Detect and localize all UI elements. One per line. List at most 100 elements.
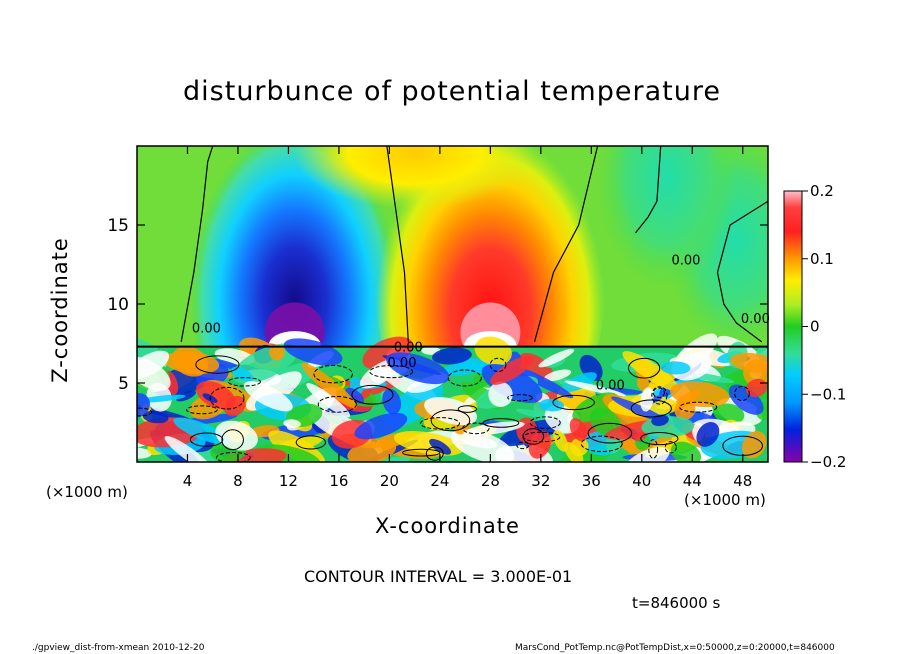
x-tick-label: 36 bbox=[582, 472, 601, 490]
contour-labels: 0.000.000.000.000.000.00 bbox=[192, 254, 770, 394]
zero-contour-5 bbox=[635, 146, 662, 234]
turbulence-patch bbox=[543, 369, 572, 382]
x-tick-label: 48 bbox=[733, 472, 752, 490]
contour-loop bbox=[489, 357, 507, 372]
turbulence-patch bbox=[429, 438, 452, 455]
zero-contour-3 bbox=[533, 146, 599, 343]
turbulence-patch bbox=[569, 417, 588, 442]
turbulence-patch bbox=[283, 338, 343, 366]
colorbar-tick-label: −0.2 bbox=[810, 453, 846, 471]
footer-script: ./gpview_dist-from-xmean 2010-12-20 bbox=[32, 643, 205, 653]
turbulence-patch bbox=[488, 381, 513, 408]
contour-interval: CONTOUR INTERVAL = 3.000E-01 bbox=[304, 567, 573, 586]
colorbar-tick-label: 0 bbox=[810, 318, 820, 336]
contour-loop bbox=[215, 452, 251, 462]
turbulence-patch bbox=[538, 348, 575, 368]
contour-loop bbox=[227, 377, 261, 387]
turbulence-patch bbox=[490, 355, 534, 385]
contour-loop bbox=[516, 441, 530, 450]
contour-loop bbox=[221, 429, 244, 451]
contour-loop bbox=[664, 441, 677, 454]
x-tick-label: 24 bbox=[430, 472, 449, 490]
contour-loop bbox=[507, 394, 533, 402]
contour-loop bbox=[640, 432, 679, 446]
colorbar-gradient bbox=[783, 190, 803, 463]
contour-loop bbox=[430, 409, 471, 432]
x-tick-label: 20 bbox=[380, 472, 399, 490]
contour-loop bbox=[402, 448, 441, 457]
turbulence-patch bbox=[621, 437, 639, 451]
turbulence-patch bbox=[243, 381, 293, 412]
x-tick-label: 44 bbox=[683, 472, 702, 490]
zero-contour-2 bbox=[386, 146, 409, 342]
turbulence-patch bbox=[553, 429, 569, 452]
contour-loop bbox=[552, 394, 595, 411]
chart-title: disturbunce of potential temperature bbox=[183, 76, 721, 107]
y-tick-label: 15 bbox=[107, 216, 129, 236]
anomaly-region-4 bbox=[294, 146, 535, 209]
turbulence-patch bbox=[354, 412, 408, 440]
contour-loop bbox=[195, 355, 240, 374]
turbulence-patch bbox=[301, 362, 358, 409]
x-axis-unit: (×1000 m) bbox=[684, 491, 766, 509]
turbulence-patch bbox=[624, 447, 670, 462]
turbulence-patch bbox=[633, 431, 647, 442]
contour-loop bbox=[295, 435, 327, 450]
y-axis-label: Z-coordinate bbox=[48, 237, 72, 383]
contour-loop bbox=[522, 428, 545, 445]
x-tick-label: 40 bbox=[632, 472, 651, 490]
contour-loop bbox=[648, 439, 659, 459]
contour-loop bbox=[313, 364, 353, 384]
lower-turbulent-layer bbox=[137, 333, 768, 462]
contour-loop bbox=[185, 405, 218, 415]
turbulence-patch bbox=[382, 388, 402, 415]
contour-label: 0.00 bbox=[596, 378, 625, 393]
turbulence-patch bbox=[651, 414, 669, 427]
colorbar-tick-label: 0.2 bbox=[810, 182, 834, 200]
turbulence-patch bbox=[730, 352, 768, 374]
turbulence-patch bbox=[670, 441, 702, 462]
contour-lines bbox=[137, 146, 768, 462]
turbulence-patch bbox=[528, 430, 552, 459]
contour-label: 0.00 bbox=[741, 312, 770, 327]
turbulence-patch bbox=[173, 417, 231, 445]
x-tick-label: 12 bbox=[279, 472, 298, 490]
turbulence-patch bbox=[450, 428, 515, 462]
colorbar-tick-label: −0.1 bbox=[810, 385, 846, 403]
zero-contour-1 bbox=[180, 146, 214, 343]
turbulence-patch bbox=[622, 351, 679, 391]
colorbar-tick-label: 0.1 bbox=[810, 250, 834, 268]
x-axis-label: X-coordinate bbox=[375, 514, 520, 538]
turbulence-patch bbox=[386, 352, 450, 385]
contour-loop bbox=[652, 387, 665, 399]
contour-loop bbox=[425, 446, 444, 461]
contour-loop bbox=[630, 399, 672, 418]
contour-loop bbox=[580, 435, 623, 453]
turbulence-patch bbox=[463, 421, 525, 436]
x-tick-label: 16 bbox=[329, 472, 348, 490]
turbulence-patch bbox=[195, 381, 236, 410]
turbulence-patch bbox=[176, 390, 196, 402]
turbulence-patch bbox=[215, 420, 258, 451]
colorbar: 0.2 0.1 0 −0.1 −0.2 bbox=[783, 182, 846, 471]
contour-loop bbox=[317, 395, 357, 413]
contour-label: 0.00 bbox=[671, 254, 700, 269]
turbulence-patch bbox=[269, 344, 285, 361]
contour-loop bbox=[457, 405, 477, 413]
x-tick-label: 32 bbox=[531, 472, 550, 490]
turbulence-patch bbox=[432, 347, 472, 365]
anomaly-region-5 bbox=[597, 146, 738, 288]
contour-loop bbox=[137, 407, 153, 417]
contour-loop bbox=[734, 385, 750, 402]
contour-loop bbox=[462, 422, 490, 435]
turbulence-patch bbox=[511, 365, 574, 399]
x-tick-label: 8 bbox=[233, 472, 243, 490]
contour-loop bbox=[369, 365, 414, 379]
contour-loop bbox=[419, 417, 460, 430]
contour-label: 0.00 bbox=[192, 321, 221, 336]
y-axis: 5 10 15 bbox=[107, 216, 768, 394]
contour-label: 0.00 bbox=[394, 340, 423, 355]
contour-loop bbox=[209, 386, 245, 410]
contour-loop bbox=[447, 369, 482, 387]
x-tick-label: 4 bbox=[183, 472, 193, 490]
